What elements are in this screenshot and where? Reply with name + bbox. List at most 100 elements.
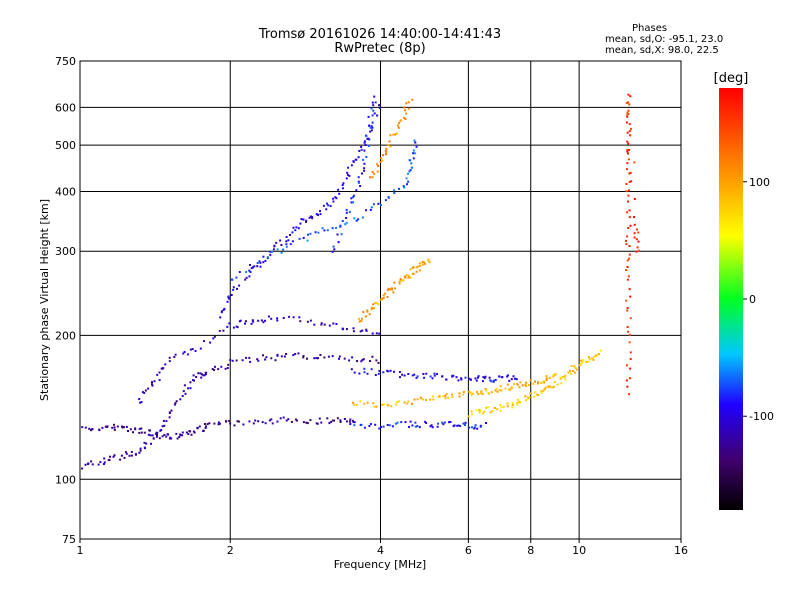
data-point [229, 359, 232, 362]
data-point [481, 412, 484, 415]
data-point [295, 419, 298, 422]
data-point [355, 219, 358, 222]
data-point [163, 433, 166, 436]
data-point [341, 220, 344, 222]
data-point [474, 424, 477, 427]
data-point [408, 274, 410, 277]
data-point [374, 423, 377, 426]
data-point [372, 303, 375, 306]
data-point [339, 224, 342, 227]
data-point [300, 218, 303, 221]
data-point [113, 426, 116, 429]
data-point [552, 385, 555, 388]
data-point [626, 140, 629, 143]
data-point [425, 399, 427, 401]
data-point [433, 372, 436, 375]
data-point [81, 467, 84, 470]
data-point [462, 422, 465, 425]
data-point [262, 261, 265, 264]
data-point [294, 353, 297, 355]
data-point [487, 406, 490, 409]
data-point [179, 434, 182, 437]
data-point [597, 353, 600, 355]
data-point [289, 234, 291, 236]
data-point [331, 355, 334, 358]
data-point [552, 375, 555, 378]
data-point [343, 357, 346, 360]
data-point [236, 287, 238, 290]
data-point [138, 398, 141, 400]
data-point [101, 426, 104, 429]
data-point [442, 423, 445, 426]
data-point [370, 206, 373, 209]
data-point [306, 239, 309, 242]
data-point [381, 403, 384, 406]
data-point [244, 278, 247, 281]
data-point [124, 451, 127, 454]
data-point [506, 405, 509, 408]
data-point [588, 358, 591, 361]
data-point [365, 209, 367, 212]
data-point [562, 375, 565, 378]
data-point [406, 402, 409, 405]
data-point [474, 377, 477, 380]
data-point [132, 431, 134, 434]
data-point [108, 458, 111, 461]
data-point [626, 115, 629, 118]
data-point [103, 463, 105, 465]
data-point [245, 271, 247, 273]
data-point [218, 329, 221, 332]
data-point [407, 400, 410, 403]
data-point [636, 246, 639, 249]
data-point [510, 386, 513, 388]
data-point [582, 359, 585, 362]
data-point [373, 405, 376, 408]
data-point [447, 396, 450, 399]
data-point [130, 454, 133, 457]
data-point [370, 107, 373, 110]
data-point [385, 151, 388, 154]
data-point [178, 436, 181, 438]
data-point [587, 360, 590, 363]
data-point [252, 266, 255, 269]
data-point [253, 265, 256, 268]
data-point [371, 355, 374, 358]
data-point [535, 393, 538, 396]
data-point [313, 323, 316, 326]
data-point [189, 381, 192, 384]
data-point [378, 104, 381, 107]
data-point [363, 149, 366, 152]
data-point [143, 391, 146, 394]
data-point [507, 374, 509, 377]
data-point [196, 427, 199, 429]
data-point [276, 248, 279, 251]
data-point [189, 430, 192, 433]
data-point [364, 315, 367, 318]
data-point [386, 424, 389, 426]
data-point [629, 317, 632, 320]
data-point [627, 142, 630, 145]
data-point [162, 419, 165, 422]
data-point [283, 355, 286, 358]
data-point [599, 349, 602, 352]
data-point [496, 408, 499, 411]
data-point [573, 365, 576, 368]
data-point [315, 357, 318, 360]
data-points [81, 93, 640, 470]
data-point [553, 381, 556, 383]
data-point [173, 403, 176, 406]
data-point [626, 113, 629, 116]
data-point [370, 306, 373, 309]
data-point [270, 418, 273, 421]
data-point [187, 433, 190, 435]
data-point [627, 152, 629, 155]
data-point [625, 299, 628, 302]
data-point [581, 360, 584, 363]
data-point [397, 126, 400, 129]
data-point [368, 124, 371, 127]
data-point [387, 370, 390, 373]
data-point [175, 432, 178, 435]
data-point [145, 442, 148, 445]
data-point [194, 350, 197, 352]
